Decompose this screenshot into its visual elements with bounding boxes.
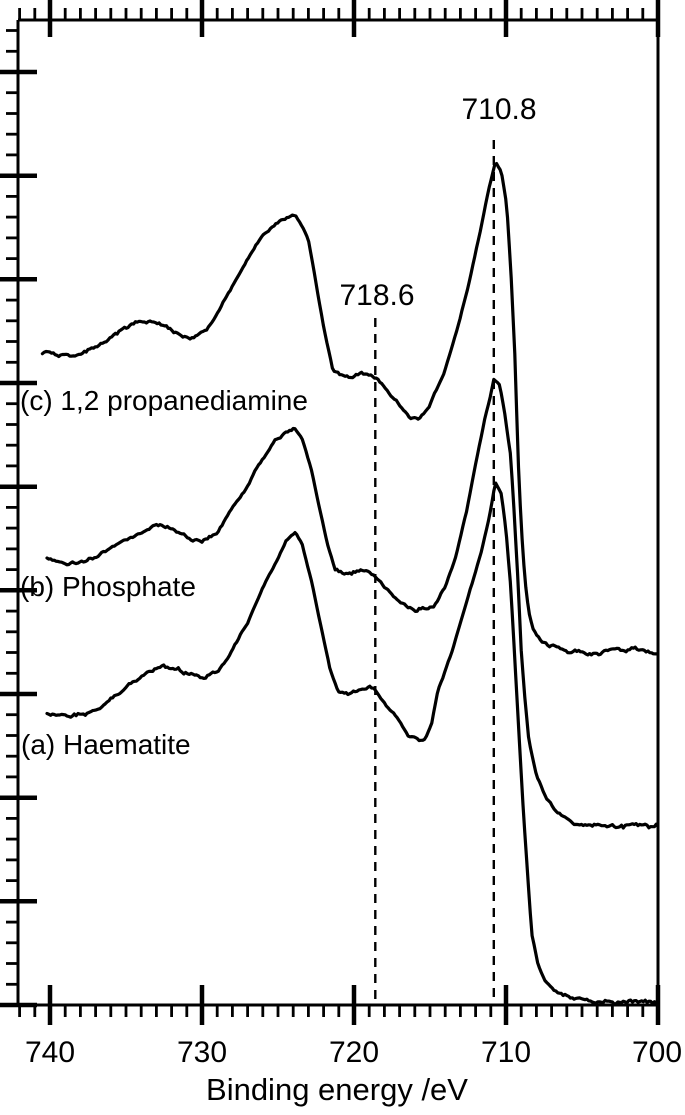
x-tick-label-740: 740 (24, 1036, 76, 1069)
peak-position-annotation: 710.8 (461, 93, 537, 126)
series-label-a: (a) Haematite (21, 729, 191, 760)
plot-frame (0, 18, 660, 1007)
series-label-c: (c) 1,2 propanediamine (20, 385, 308, 416)
y-major-ticks (0, 69, 37, 1008)
x-major-ticks (47, 0, 661, 1025)
spectrum-curve-a (45, 481, 659, 1006)
satellite-position-annotation: 718.6 (339, 279, 415, 312)
x-tick-label-710: 710 (480, 1036, 532, 1069)
x-tick-label-730: 730 (176, 1036, 228, 1069)
series-label-b: (b) Phosphate (20, 571, 196, 602)
y-minor-ticks (6, 29, 18, 986)
x-minor-ticks (18, 8, 645, 1017)
x-tick-label-700: 700 (631, 1036, 683, 1069)
x-tick-label-720: 720 (328, 1036, 380, 1069)
dashed-guide-lines (374, 140, 495, 1002)
x-axis-title: Binding energy /eV (206, 1072, 468, 1107)
spectrum-curve-b (45, 377, 659, 830)
spectrum-curve-c (40, 162, 659, 657)
